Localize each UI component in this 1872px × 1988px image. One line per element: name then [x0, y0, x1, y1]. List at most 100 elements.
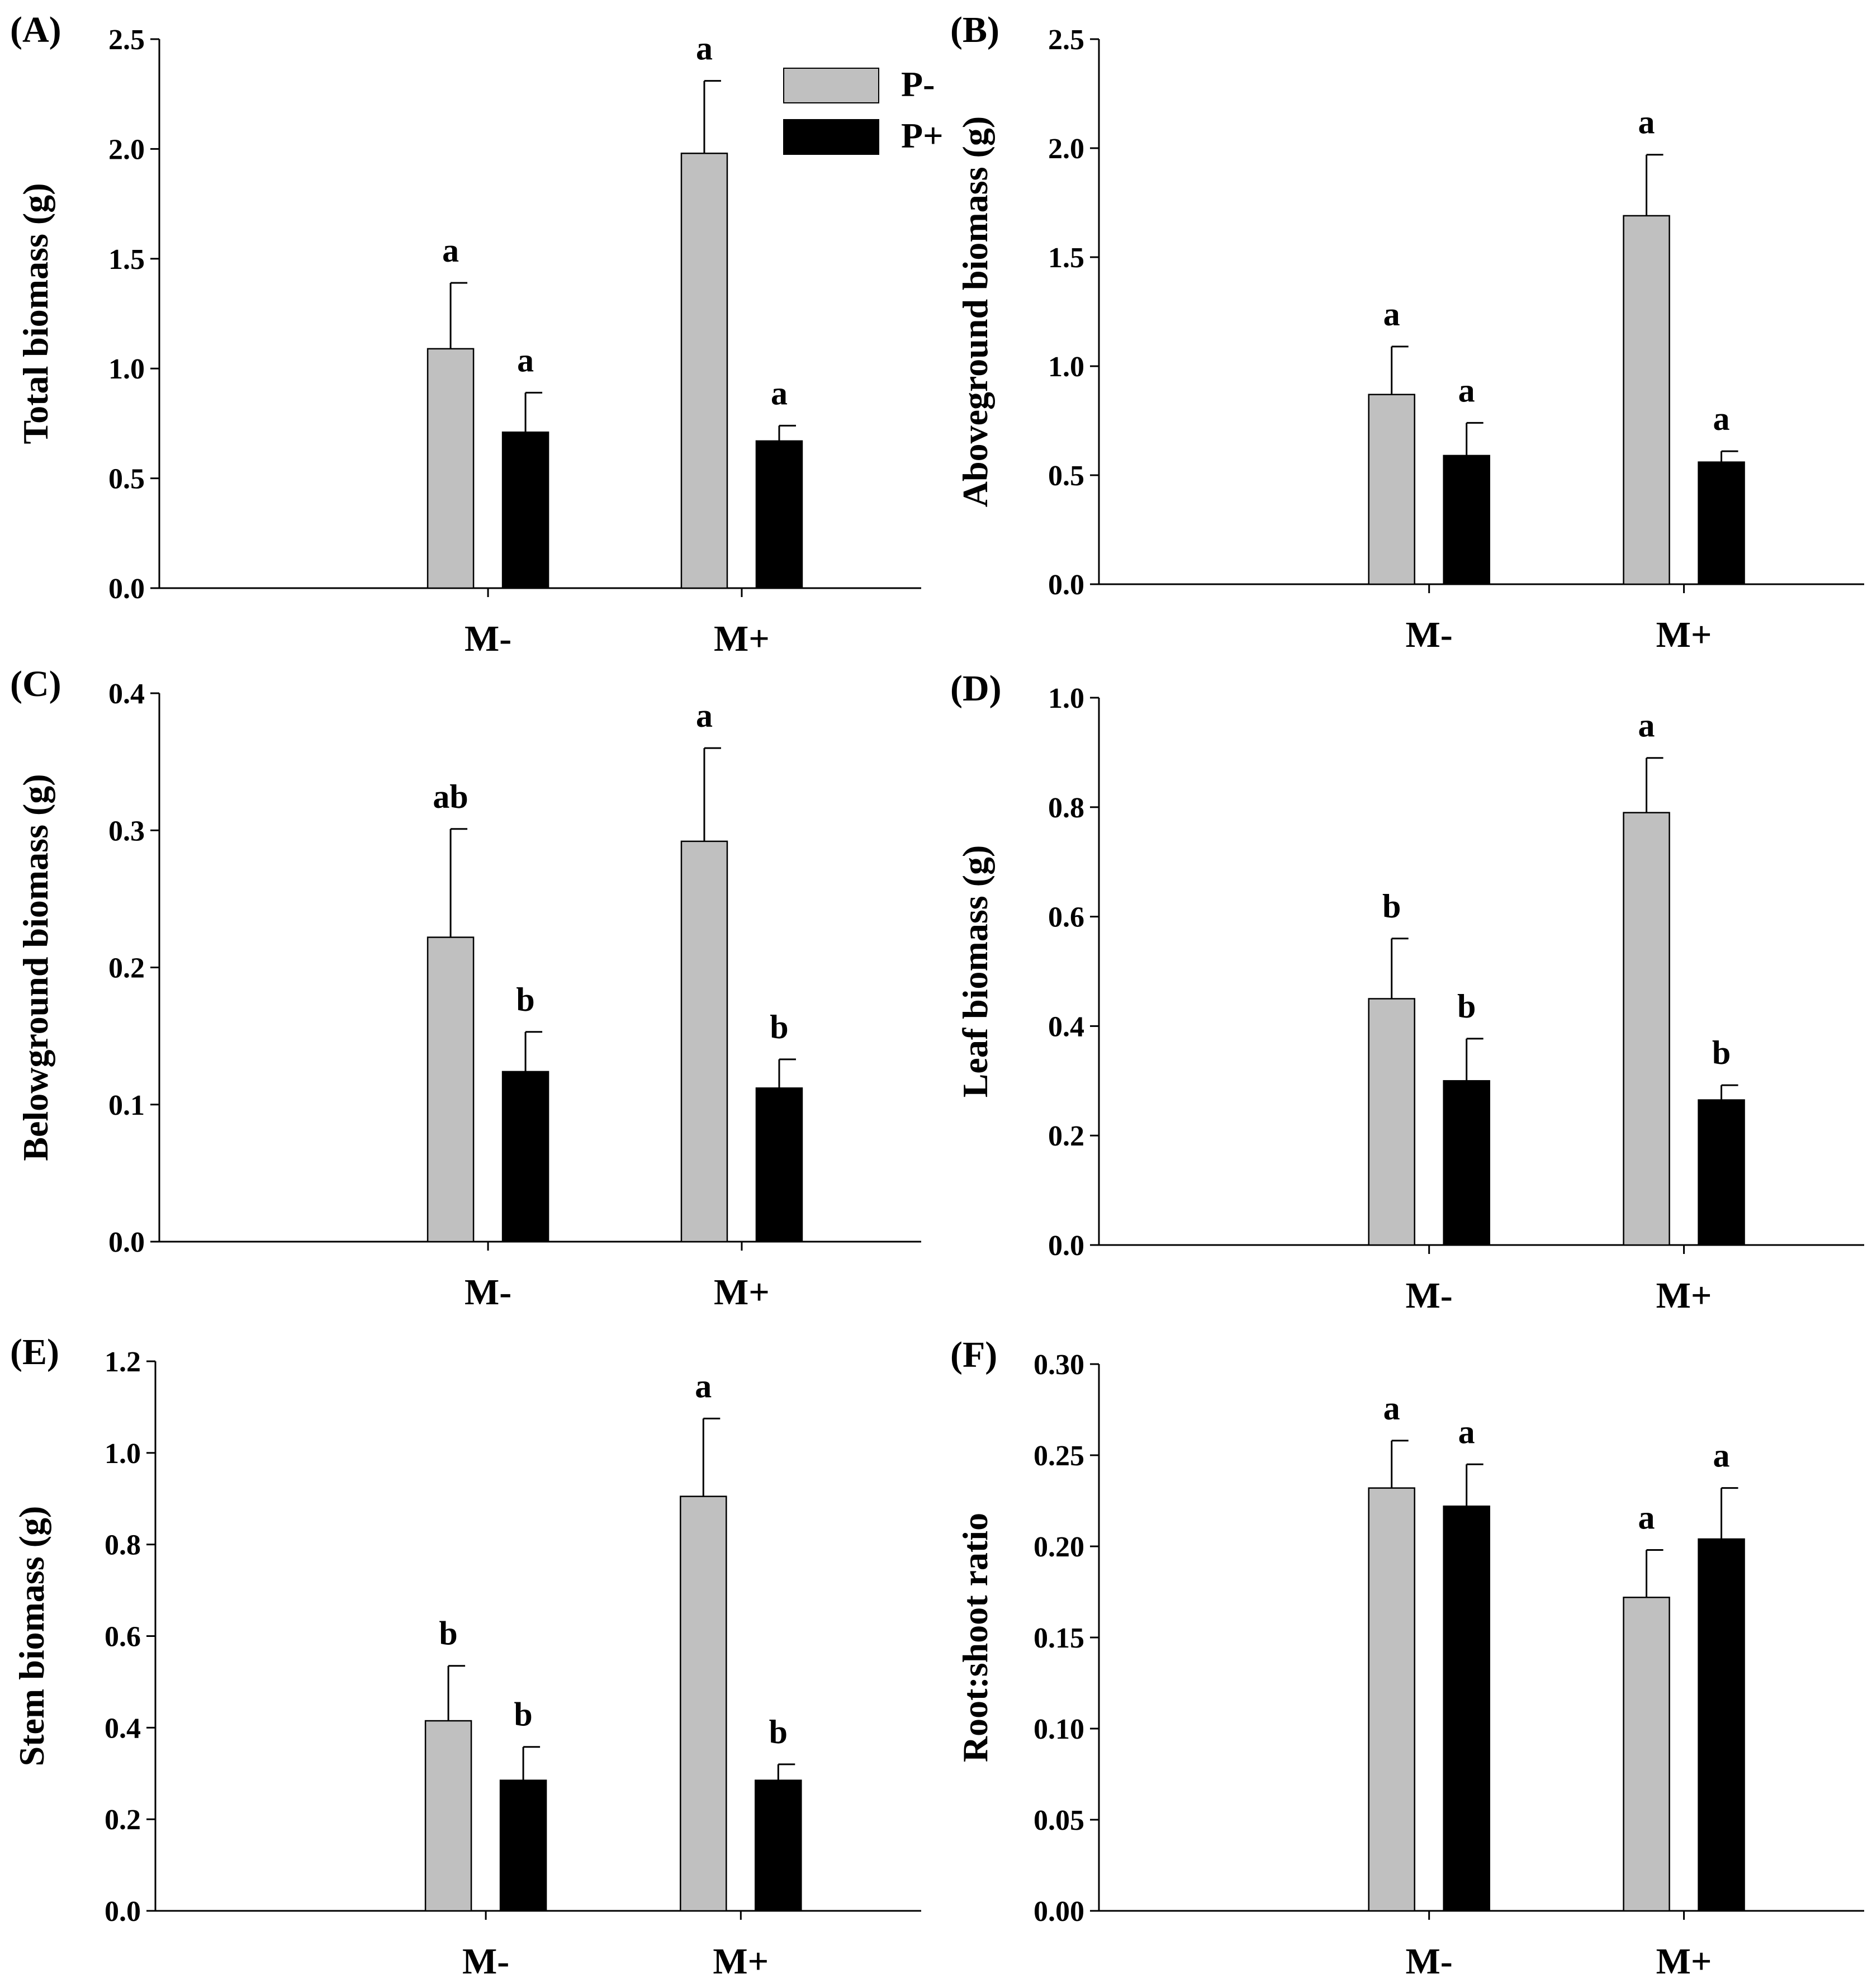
bar-m-plus-p-minus: [680, 840, 728, 1243]
significance-letter: b: [1712, 1034, 1731, 1071]
significance-letter: a: [1713, 1437, 1730, 1474]
legend-swatch-p-minus: [783, 68, 879, 103]
significance-letter: b: [1382, 888, 1401, 925]
legend-label-p-plus: P+: [901, 116, 944, 155]
bar-m-plus-p-plus: [1698, 1538, 1745, 1912]
bar-m-minus-p-plus: [1443, 1506, 1490, 1912]
bar-m-minus-p-minus: [426, 936, 475, 1243]
significance-letter: b: [1457, 988, 1476, 1025]
y-tick-label: 0.00: [1034, 1896, 1084, 1928]
panel-label: (A): [10, 10, 61, 50]
bar-m-plus-p-plus: [1698, 1099, 1745, 1246]
x-tick-label-m-minus: M-: [1406, 1275, 1453, 1316]
bar-m-plus-p-minus: [680, 1495, 727, 1912]
panel-a: 0.0 0.5 1.0 1.5 2.0 2.5 M- M+ a a a a Total biomass …: [10, 10, 921, 659]
x-tick-label-m-minus: M-: [1406, 1941, 1453, 1982]
y-tick-label: 0.0: [108, 573, 145, 605]
significance-letter: a: [1383, 1390, 1400, 1427]
y-tick-label: 0.10: [1034, 1714, 1084, 1745]
y-tick-label: 0.6: [105, 1621, 141, 1653]
y-tick-label: 1.2: [105, 1346, 141, 1378]
y-tick-label: 1.0: [108, 353, 145, 385]
y-tick-label: 0.6: [1048, 902, 1084, 934]
panel-label: (E): [10, 1332, 59, 1372]
panel-b: 0.0 0.5 1.0 1.5 2.0 2.5 M- M+ a a a a Aboveground bi…: [950, 10, 1864, 655]
x-tick-label-m-plus: M+: [713, 1941, 769, 1982]
y-tick-label: 2.5: [108, 24, 145, 56]
x-tick-label-m-plus: M+: [714, 618, 770, 659]
y-tick-label: 0.15: [1034, 1622, 1084, 1654]
panel-label: (F): [950, 1334, 997, 1375]
y-tick-label: 0.0: [1048, 1230, 1084, 1262]
significance-letter: ab: [433, 778, 468, 815]
bar-m-plus-p-plus: [755, 440, 803, 589]
bar-m-plus-p-minus: [1623, 215, 1670, 585]
bar-m-minus-p-plus: [499, 1779, 547, 1912]
legend-swatch-p-plus: [783, 119, 879, 155]
x-tick-label-m-plus: M+: [1656, 614, 1712, 655]
y-tick-label: 0.4: [108, 678, 145, 710]
y-tick-label: 0.2: [1048, 1120, 1084, 1152]
bar-m-minus-p-minus: [1368, 394, 1415, 585]
bar-m-minus-p-minus: [426, 348, 475, 589]
bar-m-plus-p-plus: [755, 1779, 802, 1912]
significance-letter: b: [516, 981, 534, 1018]
y-tick-label: 0.8: [1048, 792, 1084, 824]
significance-letter: a: [771, 375, 788, 411]
x-tick-label-m-plus: M+: [1656, 1941, 1712, 1982]
y-tick-label: 0.05: [1034, 1805, 1084, 1836]
y-tick-label: 2.5: [1048, 24, 1084, 56]
y-tick-label: 1.5: [1048, 242, 1084, 274]
bar-m-minus-p-plus: [501, 1071, 549, 1243]
x-tick-label-m-minus: M-: [462, 1941, 509, 1982]
y-tick-label: 0.0: [108, 1227, 145, 1258]
significance-letter: a: [696, 697, 713, 734]
y-tick-label: 0.5: [108, 463, 145, 495]
significance-letter: b: [769, 1714, 788, 1750]
panel-d: 0.0 0.2 0.4 0.6 0.8 1.0 M- M+ b a b b Leaf biomass (…: [950, 668, 1864, 1316]
y-tick-label: 0.5: [1048, 460, 1084, 492]
significance-letter: a: [1383, 296, 1400, 333]
y-tick-label: 1.0: [105, 1438, 141, 1470]
y-tick-label: 2.0: [108, 134, 145, 165]
bar-m-minus-p-minus: [1368, 998, 1415, 1246]
panel-label: (B): [950, 10, 999, 50]
y-tick-label: 0.4: [1048, 1011, 1084, 1043]
y-tick-label: 0.2: [108, 953, 145, 984]
significance-letter: b: [770, 1009, 788, 1045]
significance-letter: a: [1713, 400, 1730, 437]
y-tick-label: 0.0: [105, 1896, 141, 1928]
significance-letter: b: [439, 1615, 457, 1652]
bar-m-plus-p-minus: [1623, 812, 1670, 1246]
y-tick-label: 0.4: [105, 1712, 141, 1744]
panel-label: (D): [950, 668, 1002, 709]
legend: P- P+: [783, 64, 944, 155]
y-axis-title: Root:shoot ratio: [955, 1513, 995, 1762]
panel-label: (C): [10, 664, 61, 704]
y-tick-label: 0.30: [1034, 1349, 1084, 1381]
y-tick-label: 1.5: [108, 244, 145, 276]
x-tick-label-m-plus: M+: [1656, 1275, 1712, 1316]
bar-m-plus-p-plus: [755, 1087, 803, 1243]
bar-m-minus-p-plus: [501, 431, 549, 589]
y-tick-label: 0.25: [1034, 1440, 1084, 1472]
significance-letter: a: [1458, 1413, 1475, 1450]
y-axis-title: Aboveground biomass (g): [955, 116, 995, 507]
y-tick-label: 0.1: [108, 1090, 145, 1121]
x-tick-label-m-minus: M-: [1406, 614, 1453, 655]
significance-letter: a: [442, 232, 459, 269]
significance-letter: a: [1638, 1499, 1655, 1536]
significance-letter: a: [696, 30, 713, 67]
bar-m-minus-p-plus: [1443, 455, 1490, 585]
panel-f: 0.00 0.05 0.10 0.15 0.20 0.25 0.30 M- M+ a a a a Root…: [950, 1334, 1864, 1982]
y-tick-label: 1.0: [1048, 351, 1084, 383]
y-tick-label: 0.0: [1048, 569, 1084, 601]
significance-letter: a: [1638, 104, 1655, 141]
x-tick-label-m-minus: M-: [465, 618, 511, 659]
y-axis-title: Leaf biomass (g): [955, 845, 995, 1098]
significance-letter: a: [695, 1367, 712, 1404]
legend-label-p-minus: P-: [901, 64, 935, 104]
y-tick-label: 0.20: [1034, 1531, 1084, 1563]
